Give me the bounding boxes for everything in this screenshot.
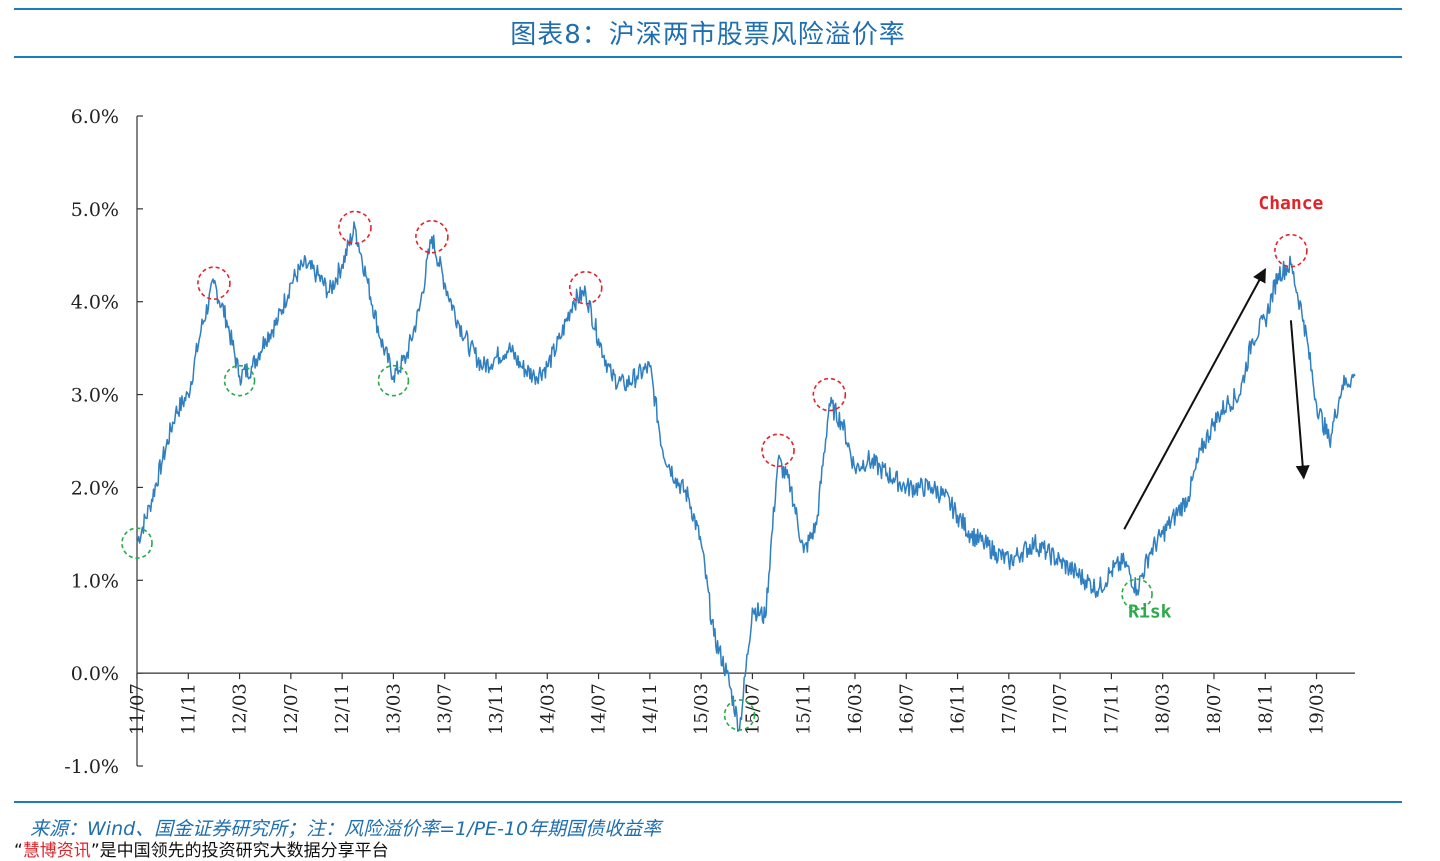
trend-arrow — [1289, 320, 1310, 480]
chance-circle — [197, 266, 231, 300]
y-tick-label: 2.0% — [71, 477, 119, 499]
x-tick-label: 14/11 — [640, 683, 661, 735]
x-tick-label: 11/07 — [127, 683, 148, 735]
x-tick-label: 17/11 — [1101, 683, 1122, 735]
x-tick-label: 13/03 — [383, 683, 404, 735]
y-tick-label: 0.0% — [71, 663, 119, 685]
x-tick-label: 14/03 — [537, 683, 558, 735]
x-tick-label: 15/03 — [691, 683, 712, 735]
y-tick-label: 6.0% — [71, 106, 119, 128]
x-tick-label: 15/11 — [794, 683, 815, 735]
x-tick-label: 16/03 — [845, 683, 866, 735]
chance-circle — [415, 219, 449, 254]
y-tick-label: 5.0% — [71, 199, 119, 221]
footer-note: “慧博资讯”是中国领先的投资研究大数据分享平台 — [14, 836, 389, 861]
chance-circle — [338, 210, 372, 245]
chance-circle — [1274, 233, 1308, 268]
highlight-group: Chance Risk — [121, 193, 1324, 731]
x-tick-label: 12/03 — [230, 683, 251, 735]
chance-circle — [812, 377, 847, 412]
x-tick-label: 18/11 — [1255, 683, 1276, 735]
x-tick-label: 19/03 — [1307, 683, 1328, 735]
x-tick-label: 16/07 — [896, 683, 917, 735]
title-top-rule — [14, 8, 1402, 10]
x-tick-label: 12/11 — [332, 683, 353, 735]
annotation-chance: Chance — [1258, 193, 1323, 214]
chart-title: 图表8：沪深两市股票风险溢价率 — [510, 20, 906, 50]
trend-arrow — [1123, 267, 1267, 530]
y-tick-label: 1.0% — [71, 570, 119, 592]
footer-quote-open: “ — [14, 841, 23, 861]
risk-circle — [377, 364, 410, 397]
series-line — [136, 221, 1356, 732]
risk-circle — [723, 699, 756, 731]
y-tick-label: 3.0% — [71, 385, 119, 407]
x-tick-label: 18/03 — [1153, 683, 1174, 735]
footer-brand: 慧博资讯 — [22, 841, 91, 861]
series-group — [136, 221, 1356, 732]
source-note: 来源：Wind、国金证券研究所；注：风险溢价率=1/PE-10年期国债收益率 — [30, 818, 662, 840]
source-top-rule — [14, 801, 1402, 803]
x-tick-label: 17/07 — [1050, 683, 1071, 735]
risk-circle — [1121, 578, 1153, 611]
x-tick-label: 18/07 — [1204, 683, 1225, 735]
annotation-risk: Risk — [1128, 601, 1172, 622]
x-tick-label: 13/07 — [435, 683, 456, 735]
footer-quote-close: ” — [90, 841, 100, 861]
axes: -1.0% 0.0% 1.0% 2.0% 3.0% 4.0% 5.0% 6.0% 11/07 11… — [64, 106, 1355, 778]
x-tick-label: 12/07 — [281, 683, 302, 735]
chance-circle — [568, 270, 603, 305]
x-tick-label: 13/11 — [486, 683, 507, 735]
chance-circle — [761, 433, 795, 468]
risk-circle — [121, 527, 153, 559]
x-tick-label: 16/11 — [948, 683, 969, 735]
y-tick-label: -1.0% — [64, 756, 119, 778]
x-tick-label: 17/03 — [999, 683, 1020, 735]
y-tick-label: 4.0% — [71, 292, 119, 314]
footer-text: 是中国领先的投资研究大数据分享平台 — [99, 841, 389, 861]
title-bottom-rule — [14, 56, 1402, 58]
x-tick-label: 11/11 — [178, 683, 199, 735]
x-tick-label: 14/07 — [589, 683, 610, 735]
risk-circle — [223, 364, 256, 397]
